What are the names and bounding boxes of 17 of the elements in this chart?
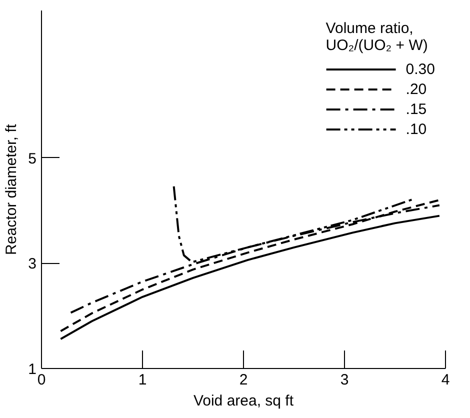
line-series — [60, 199, 440, 332]
legend-label: .15 — [406, 100, 427, 118]
y-tick-label: 1 — [28, 361, 36, 378]
line-series — [60, 214, 440, 340]
x-tick-label: 0 — [37, 372, 46, 388]
y-tick-label: 5 — [28, 150, 36, 168]
x-tick-label: 1 — [138, 372, 147, 388]
legend-label: .20 — [406, 80, 427, 98]
legend-label: 0.30 — [406, 60, 435, 78]
x-axis-title: Void area, sq ft — [193, 392, 294, 410]
legend-title: Volume ratio, UO₂/(UO₂ + W) — [326, 20, 429, 54]
legend-label: .10 — [406, 120, 427, 138]
y-axis-title: Reactor diameter, ft — [3, 123, 20, 255]
x-tick-label: 4 — [441, 372, 450, 388]
x-tick-label: 2 — [239, 372, 248, 388]
x-tick-label: 3 — [340, 372, 349, 388]
y-tick-label: 3 — [28, 256, 36, 273]
